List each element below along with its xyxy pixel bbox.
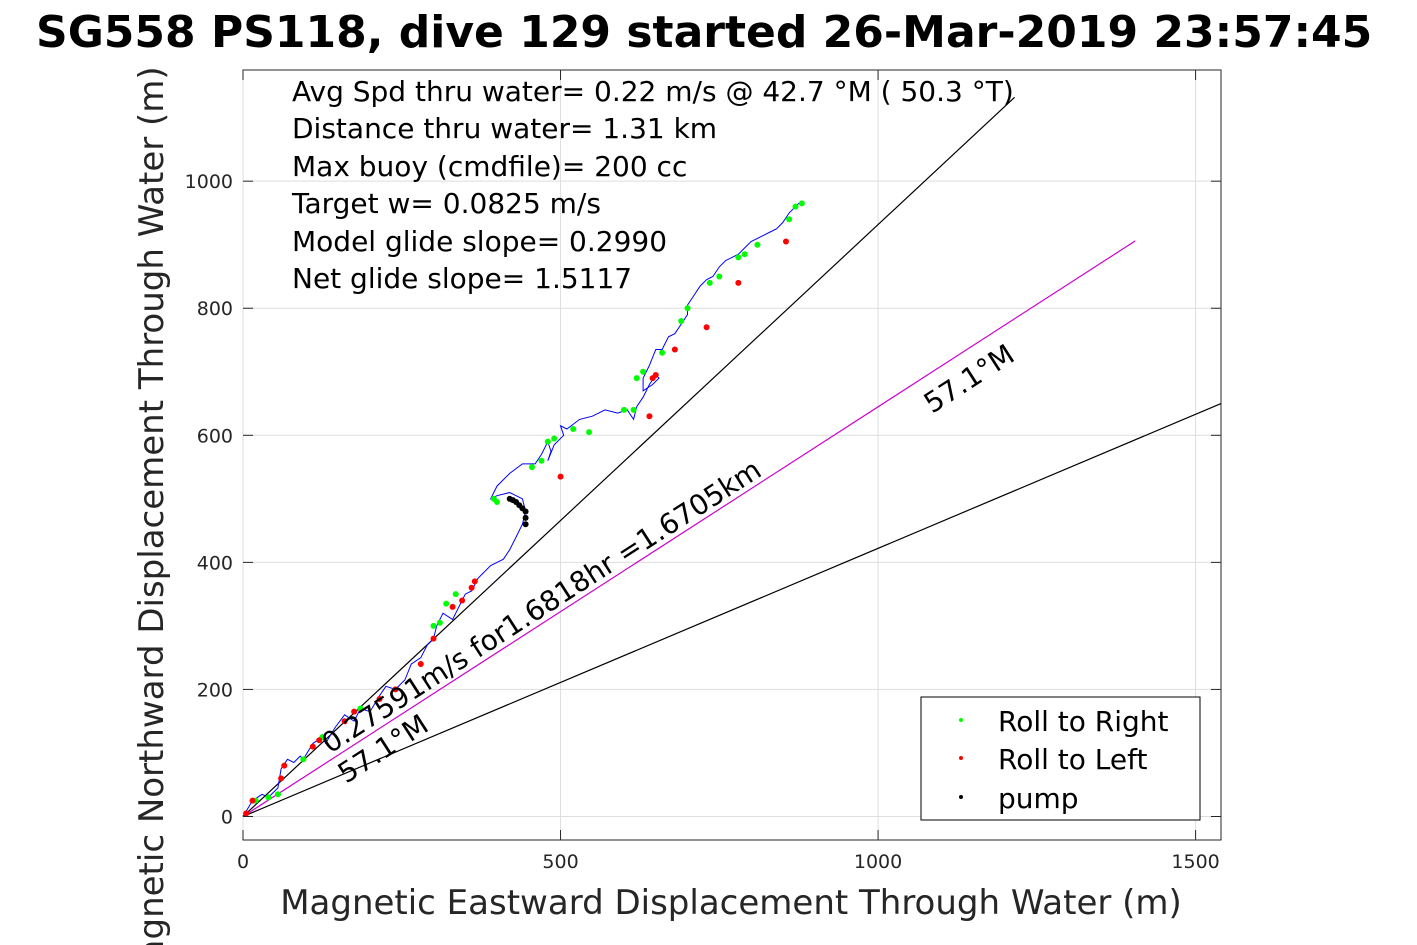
- roll-left-point: [430, 635, 437, 642]
- y-tick-label: 600: [197, 425, 233, 447]
- roll-left-point: [735, 279, 742, 286]
- roll-right-point: [544, 438, 551, 445]
- roll-left-point: [281, 762, 288, 769]
- roll-right-point: [630, 406, 637, 413]
- x-axis-label: Magnetic Eastward Displacement Through W…: [280, 883, 1182, 923]
- legend: Roll to Right Roll to Left pump: [920, 696, 1201, 821]
- annotation-max-buoy: Max buoy (cmdfile)= 200 cc: [292, 150, 687, 183]
- y-tick-label: 1000: [185, 171, 233, 193]
- reference-line-bound-lower: [242, 402, 1222, 818]
- y-tick-label: 400: [197, 552, 233, 574]
- roll-right-point: [754, 241, 761, 248]
- roll-right-point: [443, 600, 450, 607]
- annotation-distance: Distance thru water= 1.31 km: [292, 112, 717, 145]
- y-tick-label: 0: [221, 806, 233, 828]
- roll-left-point: [468, 584, 475, 591]
- legend-label-roll-left: Roll to Left: [998, 743, 1147, 776]
- roll-right-point: [621, 406, 628, 413]
- annotation-net-glide-slope: Net glide slope= 1.5117: [292, 262, 632, 295]
- roll-left-point: [652, 371, 659, 378]
- roll-right-point: [265, 794, 272, 801]
- roll-left-point: [557, 473, 564, 480]
- roll-right-point: [716, 273, 723, 280]
- x-tick-label: 1000: [854, 851, 902, 873]
- y-axis-label: Magnetic Northward Displacement Through …: [132, 66, 172, 945]
- stats-annotations: Avg Spd thru water= 0.22 m/s @ 42.7 °M (…: [291, 75, 1014, 295]
- roll-right-point: [659, 349, 666, 356]
- axis-ticks: 0 500 1000 1500 0 200 400 600 800 1000: [185, 70, 1221, 873]
- roll-right-point: [586, 429, 593, 436]
- legend-marker-roll-left: [959, 756, 963, 760]
- legend-box: [920, 696, 1201, 821]
- legend-label-roll-right: Roll to Right: [998, 705, 1169, 738]
- roll-right-point: [300, 756, 307, 763]
- chart-title: SG558 PS118, dive 129 started 26-Mar-201…: [36, 7, 1372, 58]
- legend-marker-roll-right: [959, 718, 963, 722]
- roll-markers: [243, 200, 805, 817]
- pump-point: [522, 514, 529, 521]
- reference-lines: [242, 96, 1222, 818]
- roll-left-point: [278, 775, 285, 782]
- x-tick-label: 0: [237, 851, 249, 873]
- roll-left-point: [459, 597, 466, 604]
- x-tick-label: 1500: [1171, 851, 1219, 873]
- roll-right-point: [684, 305, 691, 312]
- pump-point: [522, 521, 529, 528]
- roll-right-point: [706, 279, 713, 286]
- roll-right-point: [735, 254, 742, 261]
- roll-right-point: [430, 622, 437, 629]
- grid: [242, 70, 1221, 840]
- reference-line-bound-upper: [242, 96, 1016, 817]
- roll-left-point: [449, 603, 456, 610]
- roll-left-point: [249, 797, 256, 804]
- roll-right-point: [538, 457, 545, 464]
- roll-right-point: [633, 375, 640, 382]
- y-tick-label: 800: [197, 298, 233, 320]
- roll-right-point: [792, 203, 799, 210]
- roll-right-point: [741, 251, 748, 258]
- roll-left-point: [782, 238, 789, 245]
- roll-left-point: [243, 810, 250, 817]
- roll-right-point: [551, 435, 558, 442]
- roll-right-point: [357, 705, 364, 712]
- roll-left-point: [392, 686, 399, 693]
- roll-left-point: [471, 578, 478, 585]
- roll-left-point: [671, 346, 678, 353]
- annotation-target-w: Target w= 0.0825 m/s: [291, 187, 601, 220]
- reference-line-heading: [242, 240, 1136, 817]
- roll-left-point: [417, 661, 424, 668]
- roll-right-point: [786, 216, 793, 223]
- roll-right-point: [452, 591, 459, 598]
- roll-right-point: [640, 368, 647, 375]
- roll-right-point: [528, 464, 535, 471]
- roll-right-point: [494, 499, 501, 506]
- roll-right-point: [798, 200, 805, 207]
- roll-left-point: [376, 695, 383, 702]
- x-tick-label: 500: [542, 851, 578, 873]
- annotation-avg-speed: Avg Spd thru water= 0.22 m/s @ 42.7 °M (…: [292, 75, 1014, 108]
- roll-left-point: [341, 718, 348, 725]
- y-tick-label: 200: [197, 679, 233, 701]
- roll-left-point: [351, 708, 358, 715]
- roll-left-point: [646, 413, 653, 420]
- track-line: [242, 202, 802, 817]
- annotation-model-glide-slope: Model glide slope= 0.2990: [292, 225, 667, 258]
- roll-right-point: [678, 317, 685, 324]
- roll-left-point: [309, 743, 316, 750]
- glider-track: [242, 202, 802, 817]
- roll-right-point: [570, 425, 577, 432]
- legend-label-pump: pump: [998, 782, 1079, 815]
- roll-right-point: [274, 791, 281, 798]
- roll-right-point: [436, 619, 443, 626]
- pump-point: [522, 508, 529, 515]
- roll-left-point: [316, 737, 323, 744]
- roll-left-point: [703, 324, 710, 331]
- legend-marker-pump: [959, 795, 963, 799]
